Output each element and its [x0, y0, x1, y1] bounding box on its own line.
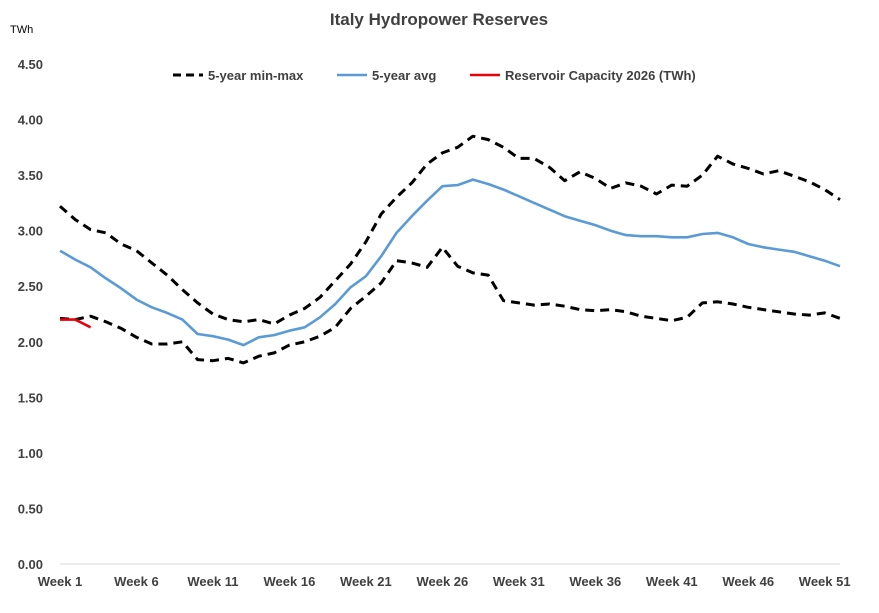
- x-tick-label: Week 26: [416, 574, 468, 589]
- y-tick-label: 1.50: [18, 390, 43, 405]
- x-tick-label: Week 1: [38, 574, 83, 589]
- legend-label: 5-year avg: [372, 68, 436, 83]
- series-line-5-year-avg: [59, 178, 841, 347]
- x-tick-label: Week 36: [569, 574, 621, 589]
- x-tick-label: Week 11: [187, 574, 238, 589]
- chart-title: Italy Hydropower Reserves: [330, 10, 548, 29]
- series-line-reservoir-capacity-2026-twh: [60, 318, 92, 329]
- legend-label: 5-year min-max: [208, 68, 304, 83]
- series-line-5-year-min: [59, 245, 841, 365]
- y-axis-unit-label: TWh: [10, 24, 33, 36]
- x-tick-label: Week 16: [264, 574, 316, 589]
- y-tick-label: 1.00: [18, 446, 43, 461]
- y-tick-label: 4.50: [18, 57, 43, 72]
- y-tick-label: 0.50: [18, 501, 43, 516]
- legend-label: Reservoir Capacity 2026 (TWh): [505, 68, 696, 83]
- x-tick-label: Week 51: [799, 574, 851, 589]
- y-tick-label: 4.00: [18, 113, 43, 128]
- x-axis-ticks: Week 1 Week 6 Week 11 Week 16 Week 21 Week 26…: [38, 574, 851, 589]
- x-tick-label: Week 31: [493, 574, 545, 589]
- y-axis-ticks: 0.00 0.50 1.00 1.50 2.00 2.50 3.00 3.50 4.00 4.50: [18, 57, 43, 572]
- y-tick-label: 2.00: [18, 335, 43, 350]
- x-tick-label: Week 41: [646, 574, 698, 589]
- y-tick-label: 2.50: [18, 279, 43, 294]
- x-tick-label: Week 46: [722, 574, 774, 589]
- y-tick-label: 3.00: [18, 224, 43, 239]
- y-tick-label: 0.00: [18, 557, 43, 572]
- legend: 5-year min-max 5-year avg Reservoir Capaci…: [173, 68, 696, 83]
- x-tick-label: Week 6: [114, 574, 159, 589]
- x-tick-label: Week 21: [340, 574, 392, 589]
- series-line-5-year-max: [59, 134, 841, 326]
- y-tick-label: 3.50: [18, 168, 43, 183]
- series-group: [59, 134, 841, 365]
